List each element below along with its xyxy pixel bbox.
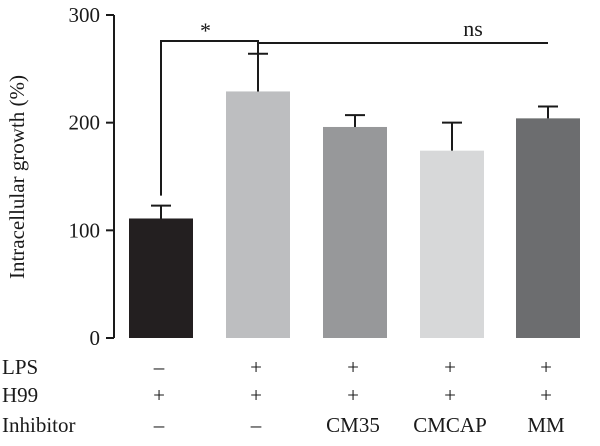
row-label-h99: H99: [2, 383, 38, 407]
significance-label-1: *: [200, 18, 211, 43]
y-tick-label-0: 0: [90, 326, 101, 350]
h99-cell-4: +: [444, 383, 456, 407]
bar-4: [420, 150, 484, 338]
inhibitor-cell-5: MM: [527, 413, 565, 437]
h99-cell-3: +: [347, 383, 359, 407]
h99-cell-5: +: [540, 383, 552, 407]
bar-3: [323, 126, 387, 339]
error-bar-5: [538, 105, 558, 119]
inhibitor-cell-4: CMCAP: [413, 413, 487, 437]
lps-cell-4: +: [444, 355, 456, 379]
inhibitor-cell-2: –: [250, 413, 262, 437]
bar-2: [226, 91, 290, 339]
error-bar-1: [151, 204, 171, 219]
significance-annotations: * ns: [160, 16, 548, 196]
error-bar-4: [442, 121, 462, 151]
lps-cell-1: –: [153, 355, 165, 379]
row-label-inhibitor: Inhibitor: [2, 413, 76, 437]
bars: [129, 91, 580, 339]
h99-cell-2: +: [250, 383, 262, 407]
condition-table: LPS – + + + + H99 + + + + + Inhibitor – – CM35 CMCAP MM: [2, 355, 565, 437]
row-label-lps: LPS: [2, 355, 38, 379]
bar-1: [129, 218, 193, 338]
error-bar-3: [345, 114, 365, 127]
y-axis-title: Intracellular growth (%): [5, 75, 29, 279]
lps-cell-2: +: [250, 355, 262, 379]
error-bars: [151, 52, 558, 219]
lps-cell-5: +: [540, 355, 552, 379]
significance-label-2: ns: [463, 16, 483, 41]
y-tick-label-300: 300: [69, 3, 101, 27]
inhibitor-cell-3: CM35: [326, 413, 380, 437]
h99-cell-1: +: [153, 383, 165, 407]
bar-5: [516, 118, 580, 338]
error-bar-2: [248, 52, 268, 92]
y-tick-label-200: 200: [69, 111, 101, 135]
y-axis: 0 100 200 300: [69, 3, 115, 350]
inhibitor-cell-1: –: [153, 413, 165, 437]
y-tick-label-100: 100: [69, 218, 101, 242]
lps-cell-3: +: [347, 355, 359, 379]
significance-bracket-2: [257, 42, 548, 53]
